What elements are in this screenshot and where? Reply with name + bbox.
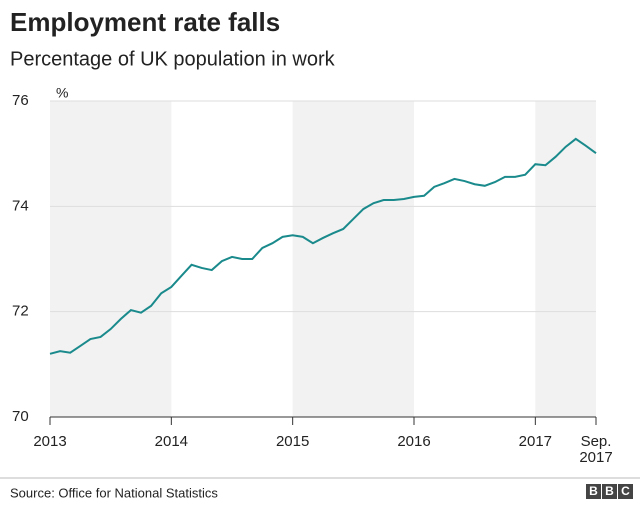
chart-title: Employment rate falls [10,7,280,37]
logo-letter: C [618,484,633,499]
y-tick-label: 70 [12,408,29,425]
plot-background [50,101,596,417]
x-tick-label: 2013 [33,433,67,450]
logo-letter: B [602,484,617,499]
year-band [292,101,414,417]
x-tick-label: 2014 [154,433,189,450]
y-tick-label: 74 [12,197,29,214]
x-tick-label: 2017 [518,433,553,450]
logo-letter: B [586,484,601,499]
x-tick-label: 2016 [397,433,431,450]
y-tick-label: 72 [12,303,29,320]
chart-subtitle: Percentage of UK population in work [10,48,336,70]
year-band [535,101,596,417]
source: Source: Office for National Statistics [10,485,218,500]
y-unit: % [56,85,68,101]
x-tick-label: Sep. 2017 [579,433,613,466]
y-tick-label: 76 [12,92,29,109]
year-band [50,101,172,417]
x-tick-label: 2015 [275,433,310,450]
line [49,137,597,355]
